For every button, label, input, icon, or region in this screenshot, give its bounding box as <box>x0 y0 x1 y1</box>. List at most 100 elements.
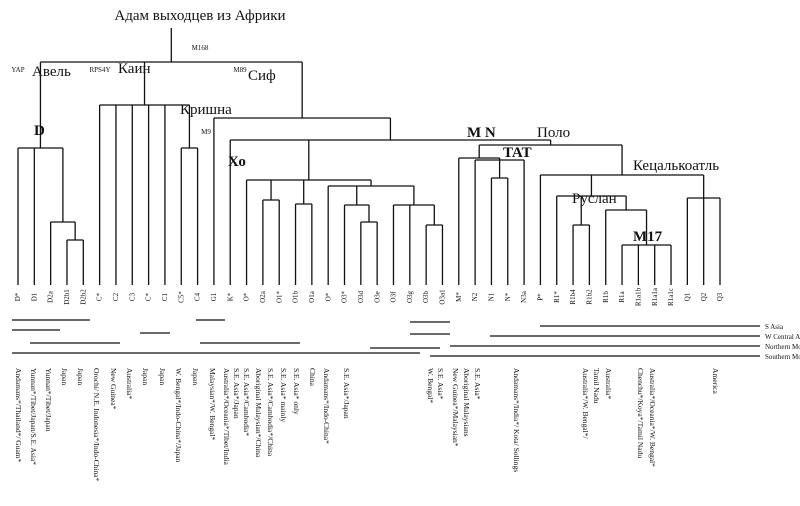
population-label: S.E. Asia* <box>436 368 445 400</box>
leaf-label: R1b2 <box>585 289 593 305</box>
population-label: Aboriginal Malaysian*/China <box>254 368 263 458</box>
clade-label: Сиф <box>248 68 276 84</box>
legend: S Asia W Central Asia Northern Mongoloid So… <box>765 323 800 361</box>
leaf-label: D* <box>14 292 22 301</box>
leaf-label: O3b <box>422 290 430 303</box>
population-label: Japan <box>76 368 85 385</box>
population-label: S.E. Asia*/Cambodia*/China <box>266 368 275 457</box>
leaf-label: R1a1a <box>651 287 659 306</box>
population-label: New Guinea*/Malaysian* <box>451 368 460 447</box>
leaf-label: K* <box>226 292 234 301</box>
marker: M9 <box>201 128 211 136</box>
legend-label: S Asia <box>765 323 784 331</box>
population-label: Japan <box>60 368 69 385</box>
leaf-label: N* <box>504 292 512 301</box>
leaf-label: P* <box>537 293 545 301</box>
leaf-label: O3a1 <box>439 289 447 305</box>
leaf-label: R1b <box>602 291 610 303</box>
population-label: Andamans*/India*/ Kota/ Sollings <box>512 368 521 472</box>
marker: RPS4Y <box>89 66 110 74</box>
leaf-label: D1 <box>30 292 38 301</box>
populations: Andamans*/Thailand*/ Guam* Yunnan*/Tibet/… <box>14 368 720 482</box>
leaf-label: R1a1b <box>634 287 642 306</box>
population-label: Yunnan*/Tibet/Japan <box>44 368 53 432</box>
clade-label: Авель <box>32 64 71 80</box>
population-label: Yunnan*/Tibet/Japan/S.E. Asia* <box>29 368 38 465</box>
tree: D* D1 D2a D2b1 D2b2 C* C2 C3 C* C1 C5* C4 G1 K* O* O2a O… <box>14 28 724 306</box>
population-label: S.E. Asia*/Japan <box>232 368 241 419</box>
population-label: S.E. Asia* mainly <box>279 368 288 422</box>
leaf-label: O3f <box>390 291 398 303</box>
population-label: Japan <box>141 368 150 385</box>
population-label: New Guinea* <box>109 368 118 410</box>
population-label: America <box>711 368 720 394</box>
leaf-label: O1* <box>275 290 283 303</box>
distribution-bars <box>12 319 760 357</box>
marker: M89 <box>233 66 247 74</box>
population-label: Australia*/Oceania*/Tibet/India <box>222 368 231 465</box>
population-label: S.E. Asia* only <box>292 368 301 415</box>
leaf-label: O1a <box>308 290 316 303</box>
population-label: Australia* <box>125 368 134 399</box>
clade-label: Кришна <box>180 102 232 118</box>
clade-label: Кецалькоатль <box>633 158 719 174</box>
leaf-label: Q3 <box>716 292 724 301</box>
leaf-label: Q2 <box>700 292 708 301</box>
leaf-label: O* <box>243 292 251 301</box>
leaf-label: O3g <box>406 290 414 303</box>
clade-label: Руслан <box>572 191 617 207</box>
leaf-label: C* <box>96 292 104 301</box>
population-label: Tamil Nadu <box>592 368 601 404</box>
leaf-label: O2a <box>259 290 267 303</box>
leaf-label: N1 <box>488 292 496 301</box>
population-label: W. Bengal*/Indo-China*/Japan <box>174 368 183 463</box>
leaf-label: D2b1 <box>63 289 71 305</box>
population-label: S.E. Asia* <box>473 368 482 400</box>
leaf-label: C5* <box>177 291 185 303</box>
leaf-label: D2b2 <box>79 289 87 305</box>
leaf-label: O* <box>324 292 332 301</box>
population-label: Australia*/Oceania*/W. Bengal* <box>648 368 657 467</box>
population-label: Australia*/W. Bengal*/ <box>581 368 590 439</box>
leaf-label: O3d <box>357 290 365 303</box>
clade-label: Каин <box>118 61 151 77</box>
clade-label: D <box>34 123 45 139</box>
leaf-label: R1b4 <box>569 289 577 305</box>
leaf-label: N2 <box>471 292 479 301</box>
population-label: Andamans*/Indo-China* <box>322 368 331 444</box>
clade-label: Поло <box>537 125 570 141</box>
leaf-label: C3 <box>128 292 136 301</box>
population-label: S.E. Asia*/Cambodia* <box>242 368 251 436</box>
clade-label: TAT <box>503 145 532 161</box>
population-label: Malaysian*/W. Bengal* <box>208 368 217 440</box>
population-label: Chenchu*/Koya*/Tamil Nadu <box>636 368 645 458</box>
leaf-label: C2 <box>112 292 120 301</box>
leaf-label: R1* <box>553 291 561 303</box>
leaf-label: C1 <box>161 292 169 301</box>
clade-label: M N <box>467 125 496 141</box>
clade-label: Хо <box>228 154 246 170</box>
leaf-label: C4 <box>194 292 202 301</box>
population-label: Japan <box>191 368 200 385</box>
population-label: Japan <box>158 368 167 385</box>
leaf-label: C* <box>145 292 153 301</box>
legend-label: Northern Mongoloid <box>765 343 800 351</box>
leaf-label: G1 <box>210 292 218 301</box>
legend-label: W Central Asia <box>765 333 800 341</box>
leaf-label: O3e <box>373 291 381 303</box>
population-label: Australia* <box>604 368 613 399</box>
leaf-label: D2a <box>47 290 55 303</box>
leaf-label: R1a1c <box>667 288 675 306</box>
title: Адам выходцев из Африки <box>114 8 285 24</box>
legend-label: Southern Mongoloid <box>765 353 800 361</box>
leaf-label: R1a <box>618 290 626 302</box>
marker: M168 <box>192 44 209 52</box>
leaf-label: N3a <box>520 290 528 303</box>
population-label: China <box>308 368 317 387</box>
population-label: Aboriginal Malaysians <box>462 368 471 437</box>
population-label: Andamans*/Thailand*/ Guam* <box>14 368 23 463</box>
population-label: W. Bengal* <box>426 368 435 403</box>
clade-label: M17 <box>633 229 663 245</box>
leaf-label: M* <box>455 292 463 302</box>
